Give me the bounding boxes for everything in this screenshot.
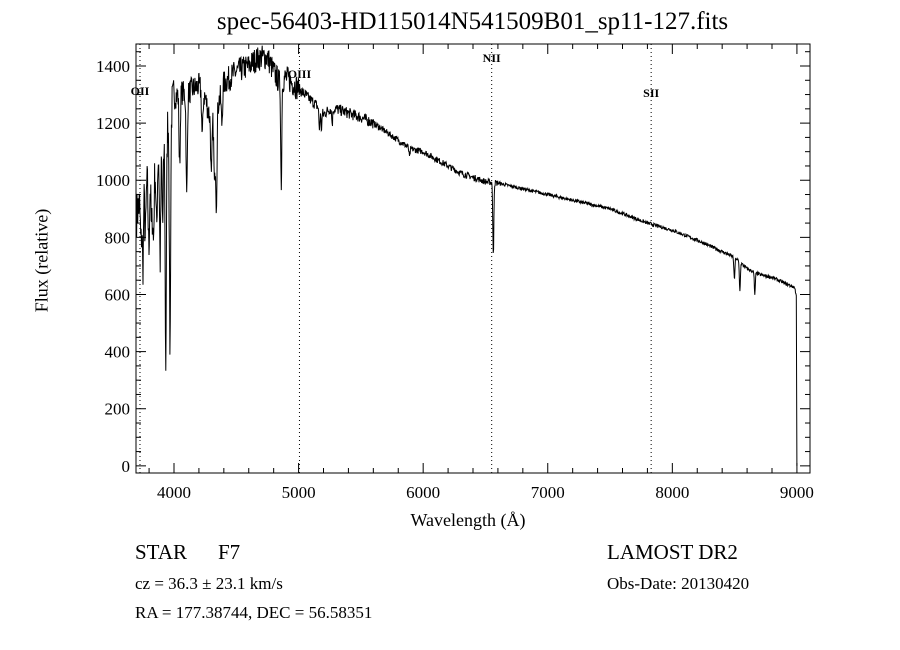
y-tick-label: 600 (105, 285, 131, 304)
obs-date: Obs-Date: 20130420 (607, 574, 750, 593)
emission-markers: OII OIII NII SII (131, 44, 659, 473)
emission-marker-label: OII (131, 84, 150, 98)
x-axis-label: Wavelength (Å) (410, 510, 526, 530)
y-tick-label: 1400 (96, 57, 130, 76)
y-tick-label: 0 (122, 457, 131, 476)
emission-marker-label: OIII (288, 67, 312, 81)
plot-frame (135, 43, 811, 474)
spectrum-line (136, 45, 798, 466)
y-axis-label: Flux (relative) (31, 208, 52, 313)
x-tick-label: 6000 (406, 483, 440, 502)
y-tick-label: 400 (105, 343, 131, 362)
x-tick-label: 5000 (282, 483, 316, 502)
survey-label: LAMOST DR2 (607, 540, 738, 564)
emission-marker-label: SII (643, 86, 659, 100)
x-tick-label: 4000 (157, 483, 191, 502)
emission-marker-label: NII (483, 51, 501, 65)
object-class: STAR (135, 540, 187, 564)
coordinates: RA = 177.38744, DEC = 56.58351 (135, 603, 373, 622)
x-tick-label: 7000 (531, 483, 565, 502)
chart-title: spec-56403-HD115014N541509B01_sp11-127.f… (216, 8, 729, 35)
y-tick-label: 1200 (96, 114, 130, 133)
y-tick-label: 200 (105, 400, 131, 419)
x-tick-label: 9000 (780, 483, 814, 502)
x-tick-label: 8000 (655, 483, 689, 502)
redshift-velocity: cz = 36.3 ± 23.1 km/s (135, 574, 283, 593)
y-tick-label: 800 (105, 228, 131, 247)
axis-ticks (136, 44, 810, 473)
object-subclass: F7 (218, 540, 241, 564)
y-tick-label: 1000 (96, 171, 130, 190)
tick-labels: 4000 5000 6000 7000 8000 9000 0 200 400 600 800 100… (96, 57, 814, 502)
